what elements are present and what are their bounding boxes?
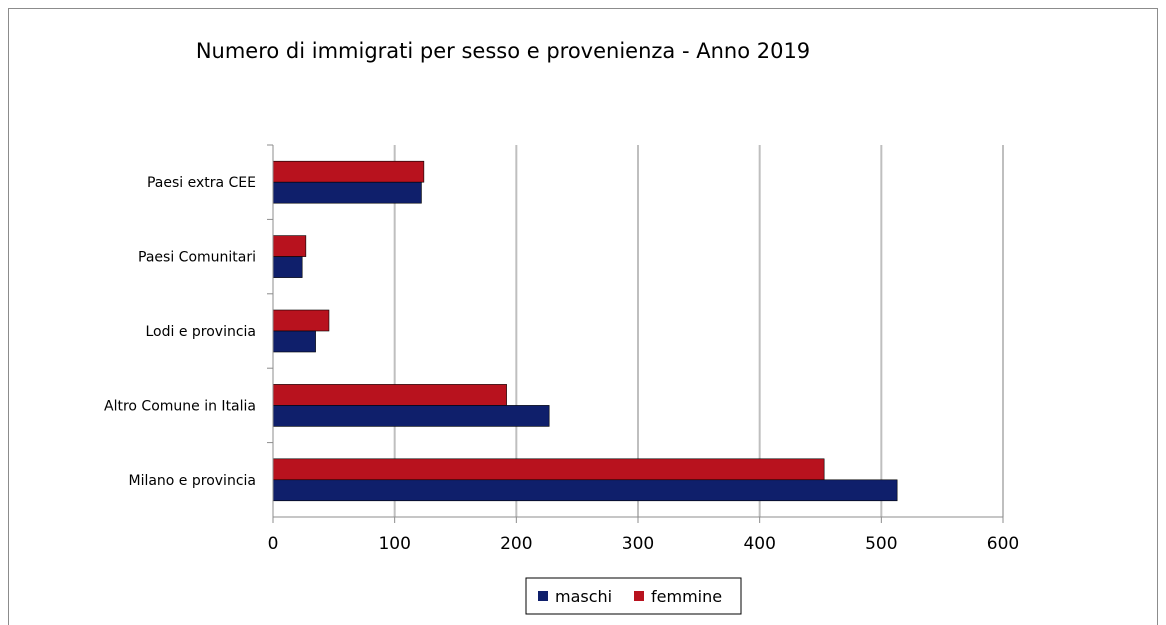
- x-tick-label-300: 300: [622, 534, 654, 554]
- legend-box: [525, 577, 742, 615]
- legend-swatch-maschi: [538, 591, 548, 601]
- legend-swatch-femmine: [634, 591, 644, 601]
- bar-maschi-2: [272, 330, 316, 353]
- x-tick-label-600: 600: [987, 534, 1019, 554]
- bar-maschi-4: [272, 181, 422, 204]
- axes: [267, 144, 1004, 523]
- bars: [272, 160, 898, 502]
- bar-maschi-3: [272, 256, 303, 278]
- chart-frame: [8, 8, 1158, 625]
- bar-femmine-0: [272, 458, 825, 481]
- legend: maschi femmine: [525, 577, 742, 615]
- tick-labels: 0 100 200 300 400 500 600: [268, 534, 1020, 554]
- x-tick-label-100: 100: [378, 534, 410, 554]
- x-tick-label-200: 200: [500, 534, 532, 554]
- x-tick-label-400: 400: [743, 534, 775, 554]
- bar-maschi-1: [272, 405, 550, 427]
- x-tick-label-500: 500: [865, 534, 897, 554]
- bar-femmine-3: [272, 235, 307, 257]
- bar-femmine-1: [272, 384, 507, 406]
- legend-label-femmine: femmine: [651, 587, 722, 606]
- category-labels: Milano e provincia Altro Comune in Italia…: [104, 175, 256, 489]
- chart-title: Numero di immigrati per sesso e provenie…: [196, 39, 810, 63]
- category-label-3: Paesi Comunitari: [138, 250, 256, 266]
- x-tick-label-0: 0: [268, 534, 279, 554]
- category-label-0: Milano e provincia: [128, 473, 256, 489]
- bar-maschi-0: [272, 479, 898, 502]
- category-label-2: Lodi e provincia: [145, 324, 256, 340]
- legend-label-maschi: maschi: [555, 587, 612, 606]
- gridlines: [393, 145, 1004, 517]
- category-label-1: Altro Comune in Italia: [104, 398, 256, 414]
- bar-femmine-4: [272, 160, 425, 183]
- bar-femmine-2: [272, 309, 330, 332]
- category-label-4: Paesi extra CEE: [147, 175, 256, 191]
